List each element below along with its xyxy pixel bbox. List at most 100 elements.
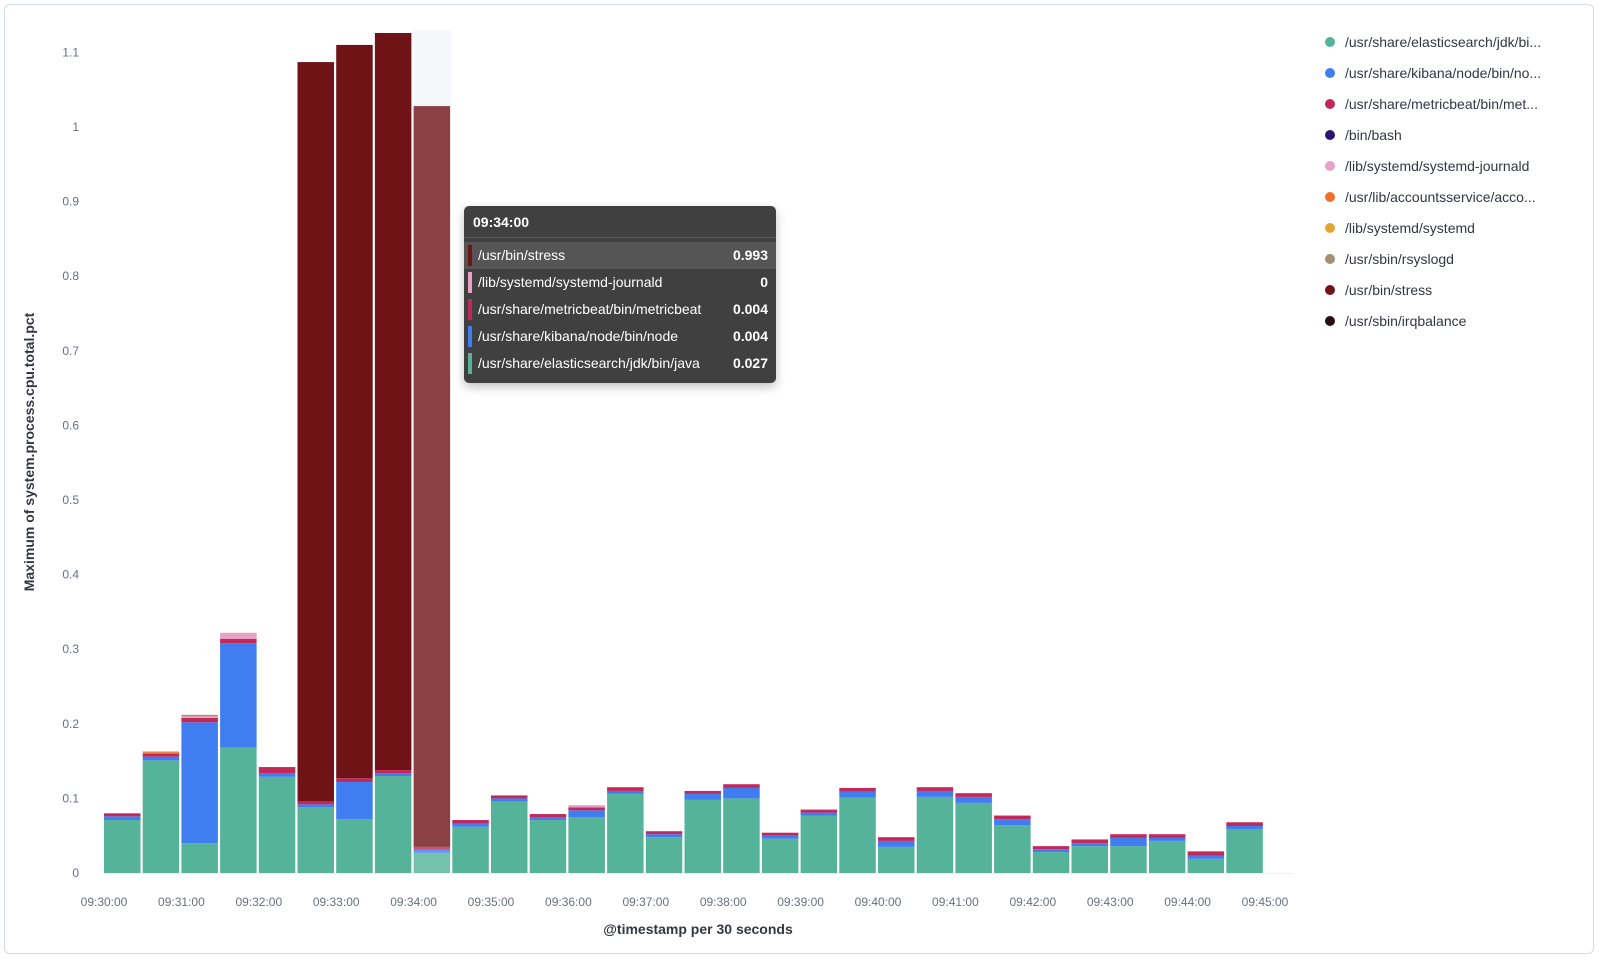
- bar-segment[interactable]: [878, 837, 915, 841]
- bar-segment[interactable]: [1110, 837, 1147, 847]
- bar-segment[interactable]: [607, 793, 644, 873]
- bar-segment[interactable]: [800, 809, 838, 813]
- bar-segment[interactable]: [684, 790, 722, 794]
- bar-segment[interactable]: [723, 784, 760, 788]
- bar-segment[interactable]: [104, 820, 141, 873]
- bar-segment[interactable]: [297, 807, 335, 873]
- legend-item[interactable]: /usr/sbin/rsyslogd: [1325, 243, 1590, 274]
- bar-segment[interactable]: [529, 814, 567, 818]
- bar-segment[interactable]: [181, 717, 218, 723]
- bar-segment[interactable]: [684, 793, 722, 800]
- legend-item[interactable]: /usr/sbin/irqbalance: [1325, 305, 1590, 336]
- legend-item[interactable]: /usr/share/kibana/node/bin/no...: [1325, 57, 1590, 88]
- bar-segment[interactable]: [1148, 834, 1186, 838]
- bar-segment[interactable]: [220, 638, 257, 644]
- bar-segment[interactable]: [761, 832, 799, 836]
- legend-item[interactable]: /usr/share/metricbeat/bin/met...: [1325, 88, 1590, 119]
- legend-item[interactable]: /lib/systemd/systemd-journald: [1325, 150, 1590, 181]
- bar-segment[interactable]: [1032, 852, 1070, 873]
- bar-segment[interactable]: [800, 812, 838, 816]
- bar-segment[interactable]: [491, 795, 528, 799]
- bar-segment[interactable]: [994, 815, 1031, 820]
- bar-segment[interactable]: [878, 840, 915, 847]
- bar-segment[interactable]: [297, 62, 335, 802]
- bar-segment[interactable]: [181, 843, 218, 873]
- bar-segment[interactable]: [684, 799, 722, 873]
- bar-segment[interactable]: [297, 804, 335, 808]
- bar-segment[interactable]: [839, 787, 876, 792]
- bar-segment[interactable]: [142, 760, 180, 873]
- bar-segment[interactable]: [220, 747, 257, 873]
- bar-segment[interactable]: [181, 714, 218, 717]
- bar-segment[interactable]: [761, 838, 799, 873]
- legend-item[interactable]: /usr/lib/accountsservice/acco...: [1325, 181, 1590, 212]
- bar-segment[interactable]: [994, 819, 1031, 826]
- bar-segment[interactable]: [723, 787, 760, 799]
- bar-segment[interactable]: [1226, 826, 1263, 829]
- bar-segment[interactable]: [142, 753, 180, 757]
- bar-segment[interactable]: [374, 770, 412, 774]
- bar-segment[interactable]: [491, 798, 528, 802]
- bar-segment[interactable]: [181, 722, 218, 844]
- bar-segment[interactable]: [336, 44, 373, 779]
- bar-segment[interactable]: [374, 32, 412, 771]
- bar-segment[interactable]: [645, 831, 683, 835]
- bar-segment[interactable]: [336, 781, 373, 820]
- bar-segment[interactable]: [258, 767, 296, 774]
- bar-segment[interactable]: [1187, 855, 1225, 859]
- bar-segment[interactable]: [800, 815, 838, 873]
- bar-segment[interactable]: [491, 801, 528, 873]
- bar-segment[interactable]: [916, 790, 954, 797]
- bar-segment[interactable]: [1071, 843, 1109, 847]
- bars[interactable]: [104, 32, 1263, 873]
- bar-segment[interactable]: [258, 776, 296, 873]
- bar-segment[interactable]: [413, 846, 451, 850]
- bar-segment[interactable]: [413, 849, 451, 853]
- bar-segment[interactable]: [452, 820, 489, 824]
- bar-segment[interactable]: [1110, 834, 1147, 838]
- bar-segment[interactable]: [916, 787, 954, 791]
- bar-segment[interactable]: [568, 807, 605, 811]
- bar-segment[interactable]: [220, 632, 257, 639]
- bar-segment[interactable]: [104, 816, 141, 821]
- bar-segment[interactable]: [1148, 840, 1186, 873]
- bar-segment[interactable]: [1032, 846, 1070, 850]
- bar-segment[interactable]: [181, 716, 218, 718]
- legend-item[interactable]: /usr/bin/stress: [1325, 274, 1590, 305]
- bar-segment[interactable]: [607, 790, 644, 794]
- bar-segment[interactable]: [104, 813, 141, 817]
- bar-segment[interactable]: [761, 835, 799, 839]
- bar-segment[interactable]: [839, 797, 876, 873]
- bar-segment[interactable]: [374, 776, 412, 873]
- legend-item[interactable]: /bin/bash: [1325, 119, 1590, 150]
- bar-segment[interactable]: [220, 643, 257, 748]
- legend-item[interactable]: /lib/systemd/systemd: [1325, 212, 1590, 243]
- bar-segment[interactable]: [1071, 839, 1109, 844]
- bar-segment[interactable]: [568, 810, 605, 818]
- bar-segment[interactable]: [994, 825, 1031, 873]
- bar-segment[interactable]: [258, 773, 296, 777]
- bar-segment[interactable]: [1226, 828, 1263, 873]
- bar-segment[interactable]: [529, 817, 567, 821]
- bar-segment[interactable]: [916, 796, 954, 873]
- bar-segment[interactable]: [645, 834, 683, 838]
- bar-segment[interactable]: [1187, 858, 1225, 873]
- bar-segment[interactable]: [645, 837, 683, 873]
- bar-segment[interactable]: [142, 751, 180, 753]
- bar-segment[interactable]: [142, 752, 180, 754]
- bar-segment[interactable]: [529, 820, 567, 873]
- bar-segment[interactable]: [413, 106, 451, 847]
- bar-segment[interactable]: [955, 796, 992, 803]
- bar-segment[interactable]: [452, 823, 489, 827]
- bar-segment[interactable]: [568, 805, 605, 808]
- bar-segment[interactable]: [955, 802, 992, 873]
- bar-segment[interactable]: [336, 819, 373, 873]
- bar-segment[interactable]: [297, 801, 335, 805]
- bar-segment[interactable]: [1148, 837, 1186, 841]
- bar-segment[interactable]: [142, 756, 180, 761]
- bar-segment[interactable]: [839, 791, 876, 798]
- legend-item[interactable]: /usr/share/elasticsearch/jdk/bi...: [1325, 26, 1590, 57]
- bar-segment[interactable]: [413, 852, 451, 873]
- bar-segment[interactable]: [723, 798, 760, 873]
- bar-segment[interactable]: [1110, 846, 1147, 873]
